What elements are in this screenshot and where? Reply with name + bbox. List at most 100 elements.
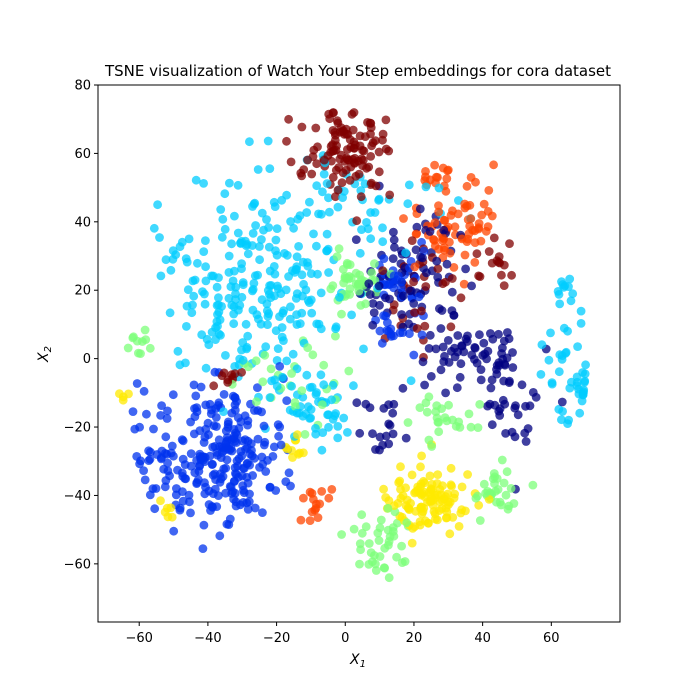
data-point: [390, 242, 399, 252]
data-point: [322, 179, 332, 188]
data-point: [227, 300, 237, 310]
data-point: [198, 544, 208, 553]
data-point: [425, 471, 435, 481]
data-point: [199, 438, 209, 447]
data-point: [286, 217, 295, 226]
data-point: [580, 376, 590, 386]
data-point: [337, 178, 347, 188]
data-point: [433, 264, 443, 274]
data-point: [200, 299, 210, 309]
data-point: [355, 539, 365, 548]
data-point: [184, 490, 194, 500]
data-point: [397, 541, 406, 551]
data-point: [438, 342, 448, 352]
data-point: [333, 185, 343, 195]
data-point: [326, 147, 335, 157]
data-point: [413, 482, 423, 492]
data-point: [155, 233, 164, 242]
data-point: [352, 216, 362, 226]
data-point: [436, 324, 446, 333]
data-point: [317, 445, 327, 455]
data-point: [289, 223, 298, 233]
data-point: [508, 348, 517, 357]
data-point: [160, 482, 170, 492]
data-point: [442, 174, 452, 184]
data-point: [233, 461, 242, 471]
data-point: [462, 181, 472, 191]
data-point: [284, 114, 293, 124]
data-point: [157, 401, 167, 410]
data-point: [564, 282, 573, 291]
data-point: [544, 355, 554, 365]
data-point: [581, 360, 590, 370]
data-point: [337, 530, 346, 539]
data-point: [424, 435, 434, 445]
data-point: [486, 383, 496, 393]
data-point: [166, 448, 176, 458]
data-point: [229, 476, 239, 486]
data-point: [210, 469, 220, 479]
data-point: [331, 192, 340, 202]
data-point: [378, 135, 387, 145]
data-point: [255, 242, 264, 251]
data-point: [374, 147, 384, 157]
data-point: [446, 463, 456, 473]
data-point: [366, 119, 376, 128]
data-point: [330, 127, 340, 137]
data-point: [495, 411, 505, 420]
data-point: [286, 157, 296, 167]
data-point: [327, 395, 336, 405]
data-point: [156, 271, 166, 281]
data-point: [139, 466, 149, 475]
data-point: [255, 255, 264, 265]
data-point: [263, 320, 272, 329]
data-point: [494, 329, 503, 339]
data-point: [378, 223, 387, 233]
data-point: [388, 527, 398, 536]
data-point: [258, 459, 268, 469]
data-point: [432, 256, 442, 266]
data-point: [322, 246, 332, 256]
data-point: [378, 266, 388, 275]
data-point: [290, 268, 300, 277]
data-point: [459, 347, 469, 357]
data-point: [505, 239, 514, 249]
data-point: [296, 515, 306, 525]
data-point: [248, 229, 258, 238]
data-point: [364, 539, 374, 548]
data-point: [196, 382, 206, 392]
data-point: [410, 308, 419, 317]
data-point: [199, 247, 209, 256]
data-point: [415, 520, 425, 530]
data-point: [311, 504, 321, 513]
data-point: [396, 462, 405, 472]
data-point: [277, 332, 287, 342]
data-point: [219, 390, 229, 399]
data-point: [306, 269, 316, 278]
data-point: [460, 250, 470, 260]
x-tick-label: −40: [194, 631, 221, 646]
y-tick-label: 0: [83, 352, 91, 367]
data-point: [118, 392, 128, 402]
data-point: [200, 478, 209, 488]
data-point: [366, 208, 375, 217]
data-point: [256, 319, 266, 329]
data-point: [377, 338, 387, 348]
data-point: [331, 322, 341, 332]
data-point: [338, 168, 348, 178]
data-point: [238, 498, 248, 507]
data-point: [214, 435, 224, 445]
data-point: [271, 326, 281, 336]
data-point: [412, 324, 422, 333]
data-point: [417, 330, 427, 340]
data-point: [251, 356, 261, 366]
data-point: [216, 205, 226, 214]
data-point: [417, 451, 426, 461]
data-point: [371, 136, 380, 146]
data-point: [371, 181, 381, 191]
data-point: [411, 229, 421, 239]
data-point: [517, 380, 527, 390]
data-point: [302, 370, 312, 380]
data-point: [554, 367, 564, 377]
data-point: [357, 528, 367, 538]
